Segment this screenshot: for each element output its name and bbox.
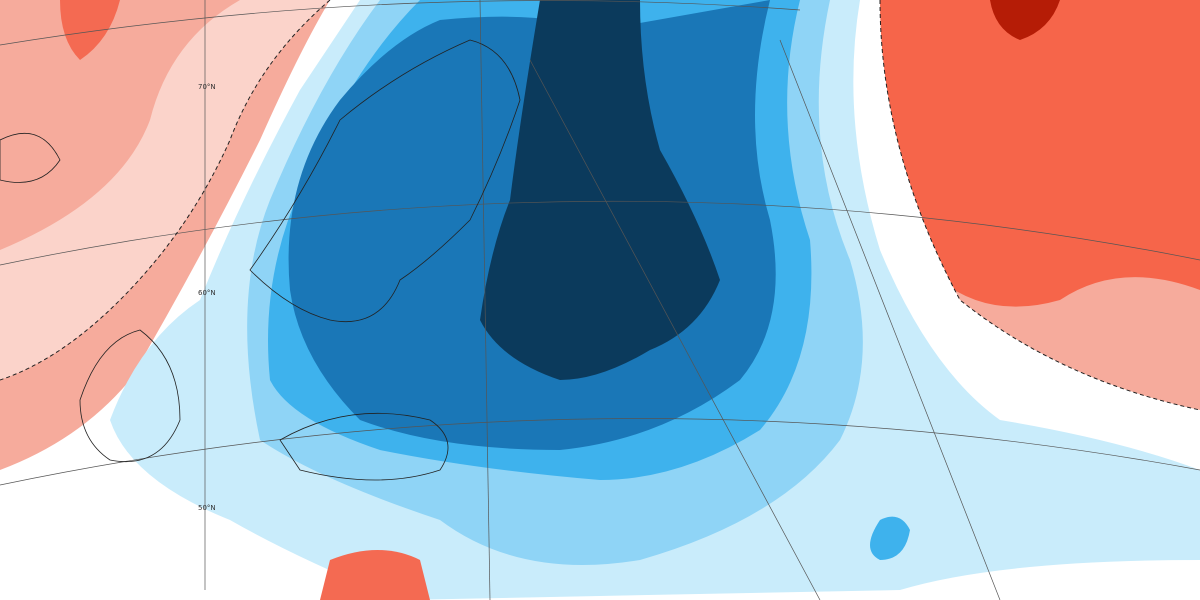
latitude-label: 70°N xyxy=(198,83,216,91)
latitude-label: 60°N xyxy=(198,289,216,297)
warm-spot-south xyxy=(320,550,430,600)
coastlines xyxy=(0,39,521,481)
zero-contour xyxy=(0,0,1200,411)
light-pink-band xyxy=(0,0,330,380)
hot-core xyxy=(990,0,1060,40)
warm-spot xyxy=(60,0,120,60)
latitude-label: 50°N xyxy=(198,504,216,512)
warm-region xyxy=(880,0,1200,307)
cold-spot xyxy=(870,516,910,560)
